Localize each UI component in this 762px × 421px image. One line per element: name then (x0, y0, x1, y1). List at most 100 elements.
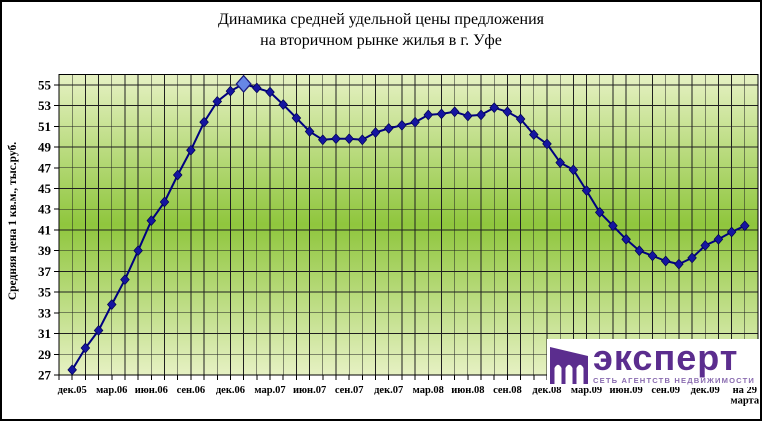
y-tick-label: 31 (38, 326, 51, 341)
expert-logo: эксперт СЕТЬ АГЕНТСТВ НЕДВИЖИМОСТИ (547, 339, 759, 387)
data-marker (542, 138, 552, 150)
data-marker (410, 116, 420, 128)
y-tick-label: 27 (38, 368, 52, 383)
data-marker (397, 119, 407, 131)
data-marker (608, 220, 618, 232)
data-marker (344, 133, 354, 145)
data-marker (304, 126, 315, 137)
data-marker (67, 364, 77, 376)
y-tick-label: 39 (38, 243, 52, 258)
y-tick-label: 51 (38, 119, 51, 134)
data-marker (515, 113, 526, 125)
y-tick-label: 55 (38, 77, 52, 92)
plot-background (59, 74, 758, 375)
x-tick-label: дек.06 (216, 385, 245, 396)
data-marker (265, 86, 275, 98)
y-tick-labels: 27 29 31 33 35 37 39 41 43 45 47 49 51 53 55 (38, 77, 52, 382)
highlighted-marker (235, 74, 252, 94)
data-marker (331, 133, 341, 145)
data-marker (660, 255, 671, 267)
data-markers (67, 74, 750, 376)
data-marker (172, 169, 183, 181)
x-tick-label: июн.07 (293, 385, 326, 396)
x-tick-label: мар.07 (254, 385, 285, 396)
logo-subtitle-text: СЕТЬ АГЕНТСТВ НЕДВИЖИМОСТИ (593, 375, 756, 385)
x-tick-label: июн.08 (451, 385, 484, 396)
data-marker (278, 99, 288, 110)
data-marker (581, 185, 592, 196)
y-tick-label: 45 (38, 181, 52, 196)
x-tick-labels: дек.05 мар.06 июн.06 сен.06 дек.06 мар.07 июн.… (58, 385, 760, 407)
plot-border (58, 73, 759, 376)
data-marker (146, 215, 157, 227)
data-marker (529, 129, 539, 141)
data-marker (120, 274, 130, 286)
x-tick-label: сен.08 (493, 385, 522, 396)
x-tick-label: дек.07 (374, 385, 403, 396)
data-marker (713, 233, 724, 245)
data-marker (568, 164, 579, 176)
price-line (71, 82, 746, 371)
y-tick-label: 37 (38, 264, 52, 279)
chart-title-line1: Динамика средней удельной цены предложен… (217, 11, 545, 28)
x-tick-label: дек.08 (532, 385, 561, 396)
data-marker (555, 157, 565, 169)
data-marker (225, 85, 236, 97)
building-arches-icon (550, 346, 588, 384)
y-tick-label: 35 (38, 285, 52, 300)
y-tick-label: 41 (38, 222, 51, 237)
data-marker (436, 108, 447, 120)
data-marker (199, 116, 209, 128)
data-marker (634, 245, 645, 257)
data-marker (159, 196, 170, 208)
y-tick-label: 29 (38, 347, 52, 362)
x-tick-label: июн.06 (135, 385, 168, 396)
y-tick-label: 43 (38, 202, 52, 217)
y-tick-label: 49 (38, 140, 52, 155)
data-marker (463, 110, 473, 122)
data-marker (700, 240, 711, 251)
data-marker (476, 109, 486, 121)
data-marker (80, 342, 91, 354)
data-marker (449, 106, 460, 118)
data-marker (726, 226, 737, 238)
y-tick-label: 53 (38, 98, 52, 113)
data-marker (423, 109, 434, 121)
x-tick-label: мар.08 (413, 385, 444, 396)
x-tick-label: мар.09 (571, 385, 602, 396)
data-marker (594, 206, 605, 218)
data-marker (133, 245, 143, 257)
data-marker (291, 112, 302, 124)
y-axis-title: Средняя цена 1 кв.м., тыс.руб. (7, 141, 19, 301)
data-marker (106, 299, 117, 310)
data-marker (252, 82, 262, 94)
data-marker (621, 233, 631, 245)
data-marker (186, 144, 196, 156)
logo-brand-text: эксперт (593, 336, 739, 378)
x-tick-label: дек.05 (58, 385, 87, 396)
data-marker (687, 252, 697, 264)
data-marker (318, 134, 328, 146)
y-tick-label: 33 (38, 305, 52, 320)
data-marker (674, 258, 684, 270)
data-marker (502, 106, 513, 118)
gridlines (59, 74, 758, 375)
data-marker (370, 127, 381, 138)
x-tick-label: июн.09 (609, 385, 642, 396)
chart-title: Динамика средней удельной цены предложен… (2, 9, 760, 51)
chart-title-line2: на вторичном рынке жилья в г. Уфе (260, 32, 502, 49)
logo-text-block: эксперт СЕТЬ АГЕНТСТВ НЕДВИЖИМОСТИ (593, 336, 756, 385)
data-marker (647, 250, 658, 262)
data-marker (357, 134, 368, 146)
data-marker (740, 220, 750, 232)
x-tick-label: сен.06 (177, 385, 206, 396)
data-marker (489, 102, 499, 114)
x-tick-label: сен.07 (335, 385, 364, 396)
x-tick-label: сен.09 (651, 385, 680, 396)
x-tick-label: дек.09 (691, 385, 720, 396)
data-marker (212, 96, 223, 107)
data-marker (93, 325, 104, 336)
data-marker (383, 122, 394, 134)
